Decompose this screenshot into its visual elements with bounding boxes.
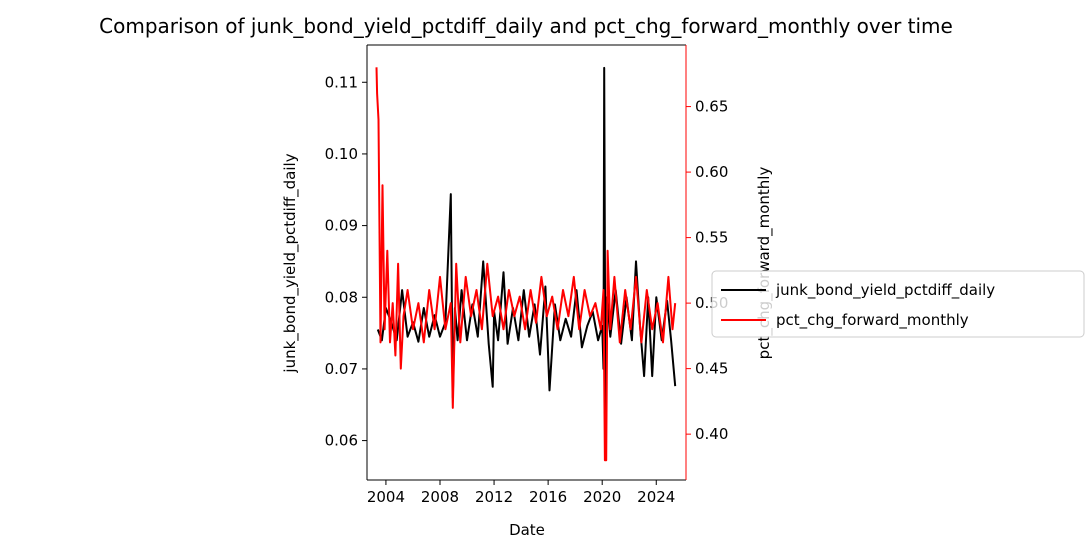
legend-label: pct_chg_forward_monthly — [776, 311, 969, 330]
y-axis-left-label: junk_bond_yield_pctdiff_daily — [281, 153, 300, 373]
y-right-tick-label: 0.55 — [695, 229, 728, 247]
x-tick-label: 2008 — [421, 488, 459, 506]
x-axis-label: Date — [509, 521, 545, 539]
legend-box — [711, 270, 1085, 338]
y-left-tick-label: 0.06 — [325, 432, 358, 450]
x-tick-label: 2012 — [475, 488, 513, 506]
y-left-tick-label: 0.09 — [325, 217, 358, 235]
y-right-tick-label: 0.65 — [695, 98, 728, 116]
plot-area — [366, 44, 687, 481]
y-left-tick-label: 0.08 — [325, 288, 358, 306]
legend: junk_bond_yield_pctdiff_daily pct_chg_for… — [711, 270, 1085, 338]
x-axis: 2004 2008 2012 2016 2020 2024 — [367, 480, 675, 506]
legend-label: junk_bond_yield_pctdiff_daily — [775, 281, 995, 300]
y-left-tick-label: 0.07 — [325, 360, 358, 378]
y-right-tick-label: 0.40 — [695, 425, 728, 443]
x-tick-label: 2004 — [367, 488, 405, 506]
y-right-tick-label: 0.60 — [695, 163, 728, 181]
y-axis-left: 0.06 0.07 0.08 0.09 0.10 0.11 — [325, 73, 367, 450]
series-line-pct-chg-forward-monthly — [375, 67, 677, 462]
chart-title: Comparison of junk_bond_yield_pctdiff_da… — [99, 14, 953, 38]
y-right-tick-label: 0.45 — [695, 360, 728, 378]
y-left-tick-label: 0.10 — [325, 145, 358, 163]
x-tick-label: 2016 — [529, 488, 567, 506]
y-axis-right: 0.400.450.500.550.600.65 — [686, 98, 728, 443]
x-tick-label: 2024 — [637, 488, 675, 506]
x-tick-label: 2020 — [583, 488, 621, 506]
series-line-junk-bond-yield-pctdiff-daily — [376, 66, 677, 449]
y-left-tick-label: 0.11 — [325, 73, 358, 91]
